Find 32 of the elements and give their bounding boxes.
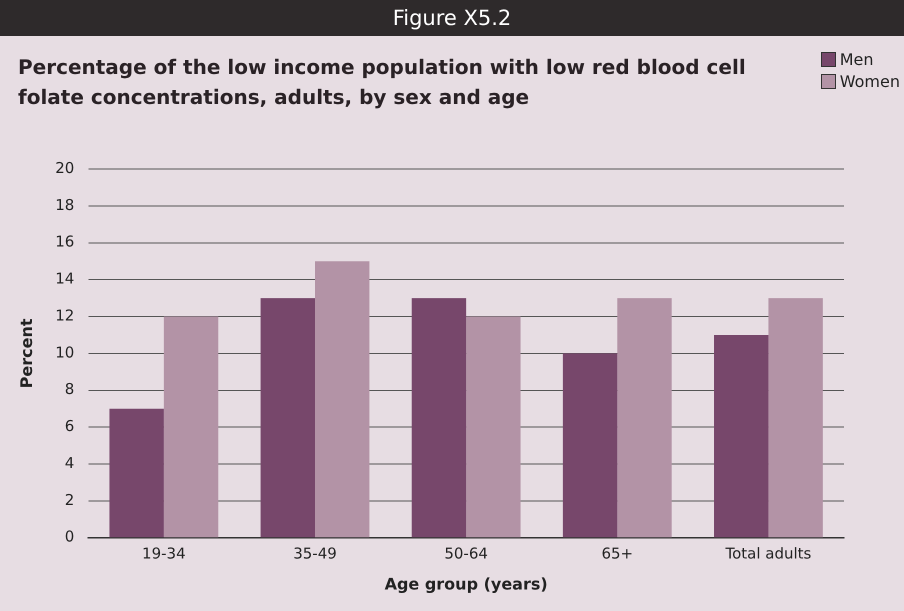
bar bbox=[164, 316, 218, 538]
y-tick-label: 6 bbox=[64, 417, 74, 436]
y-tick-label: 20 bbox=[55, 158, 74, 177]
x-axis-title: Age group (years) bbox=[384, 574, 548, 594]
y-tick-label: 12 bbox=[55, 306, 74, 324]
bar bbox=[562, 353, 618, 538]
bar bbox=[260, 298, 315, 538]
y-axis-title: Percent bbox=[16, 318, 36, 388]
chart-title: Figure X5.2 bbox=[0, 0, 904, 36]
legend-label: Men bbox=[840, 50, 874, 68]
y-tick-label: 4 bbox=[64, 454, 74, 472]
y-tick-label: 14 bbox=[55, 270, 74, 288]
bar bbox=[714, 334, 768, 538]
y-tick-label: 8 bbox=[64, 380, 74, 398]
bar bbox=[315, 261, 370, 538]
bar bbox=[466, 316, 521, 538]
x-tick-label: Total adults bbox=[724, 544, 812, 563]
y-tick-label: 10 bbox=[55, 343, 74, 362]
x-tick-label: 50-64 bbox=[444, 544, 488, 563]
bar bbox=[768, 298, 823, 538]
x-tick-label: 65+ bbox=[601, 544, 634, 563]
y-tick-label: 16 bbox=[55, 232, 74, 251]
y-tick-label: 0 bbox=[64, 528, 74, 546]
x-tick-label: 19-34 bbox=[142, 544, 186, 563]
x-tick-label: 35-49 bbox=[293, 544, 337, 563]
bar bbox=[617, 298, 672, 538]
chart-subtitle: Percentage of the low income population with low red blood cell folate concentrations, adults, by sex and age bbox=[18, 54, 747, 111]
y-tick-label: 2 bbox=[64, 490, 74, 509]
bar bbox=[109, 408, 164, 538]
y-tick-label: 18 bbox=[55, 196, 74, 214]
legend-label: Women bbox=[840, 72, 900, 90]
bar bbox=[412, 298, 466, 538]
